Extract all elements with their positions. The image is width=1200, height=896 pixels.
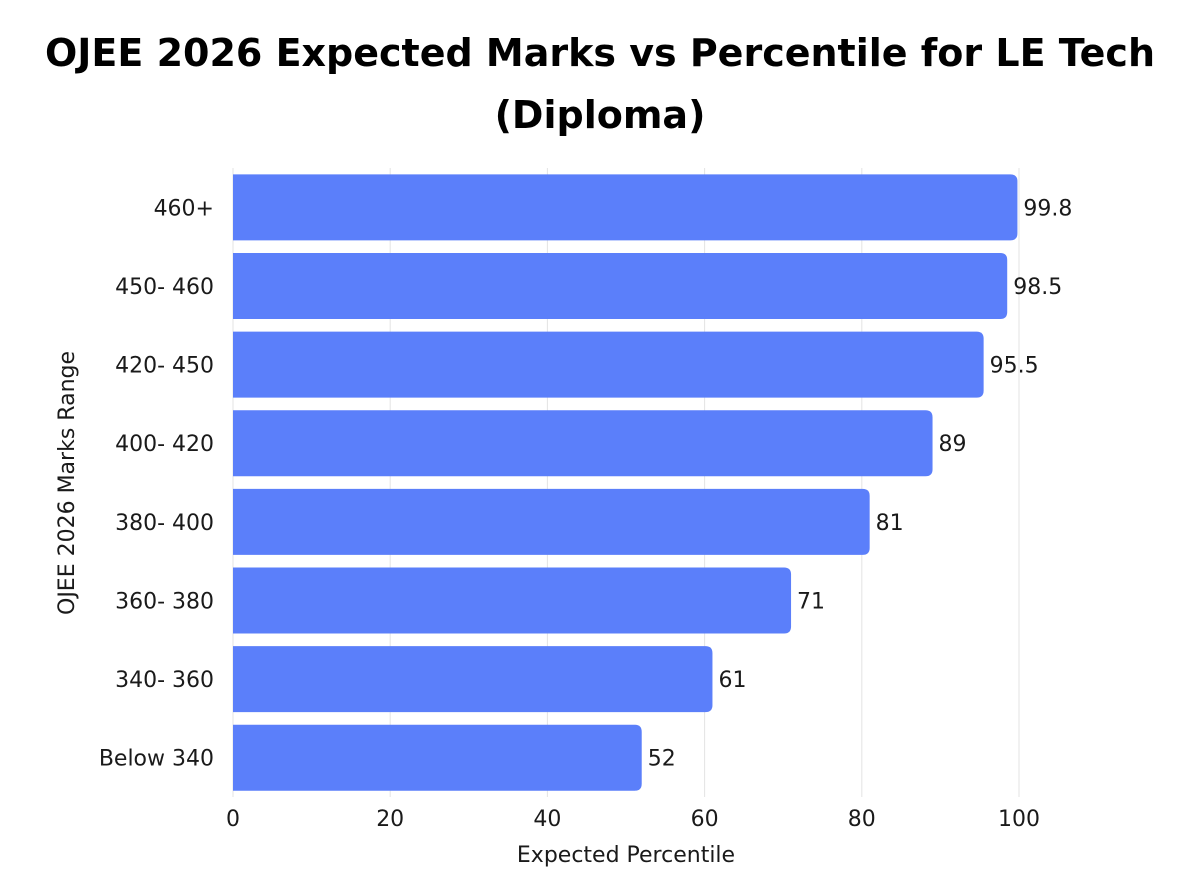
data-label: 89 [939, 432, 967, 457]
y-category-label: 460+ [154, 196, 214, 221]
bar [233, 567, 792, 634]
bar [233, 174, 1018, 241]
y-category-label: 420- 450 [115, 354, 214, 379]
chart-title-line2: (Diploma) [494, 93, 706, 137]
y-category-label: 400- 420 [115, 432, 214, 457]
y-category-label: 450- 460 [115, 275, 214, 300]
x-tick-label: 80 [848, 807, 876, 832]
x-axis-title: Expected Percentile [517, 843, 735, 868]
value-labels: 99.8 98.5 95.5 89 81 71 61 52 [648, 196, 1073, 771]
data-label: 99.8 [1023, 196, 1072, 221]
bar [233, 252, 1008, 319]
data-label: 98.5 [1013, 275, 1062, 300]
data-label: 95.5 [990, 354, 1039, 379]
bar [233, 410, 933, 477]
y-axis-title: OJEE 2026 Marks Range [55, 351, 80, 615]
x-tick-label: 40 [533, 807, 561, 832]
bar [233, 488, 870, 555]
x-tick-label: 100 [998, 807, 1040, 832]
x-tick-label: 0 [226, 807, 240, 832]
chart-title-line1: OJEE 2026 Expected Marks vs Percentile f… [44, 31, 1155, 75]
bar [233, 724, 642, 791]
bar [233, 331, 984, 398]
chart-title: OJEE 2026 Expected Marks vs Percentile f… [0, 22, 1200, 146]
data-label: 52 [648, 747, 676, 772]
y-category-label: 340- 360 [115, 668, 214, 693]
data-label: 81 [876, 511, 904, 536]
data-label: 71 [797, 589, 825, 614]
y-category-label: 380- 400 [115, 511, 214, 536]
bars [233, 174, 1018, 791]
bar [233, 646, 713, 713]
data-label: 61 [718, 668, 746, 693]
x-tick-labels: 0 20 40 60 80 100 [226, 807, 1040, 832]
y-category-label: Below 340 [99, 747, 214, 772]
y-category-label: 360- 380 [115, 589, 214, 614]
x-tick-label: 20 [376, 807, 404, 832]
category-labels: 460+ 450- 460 420- 450 400- 420 380- 400 360-… [99, 196, 214, 771]
x-tick-label: 60 [691, 807, 719, 832]
